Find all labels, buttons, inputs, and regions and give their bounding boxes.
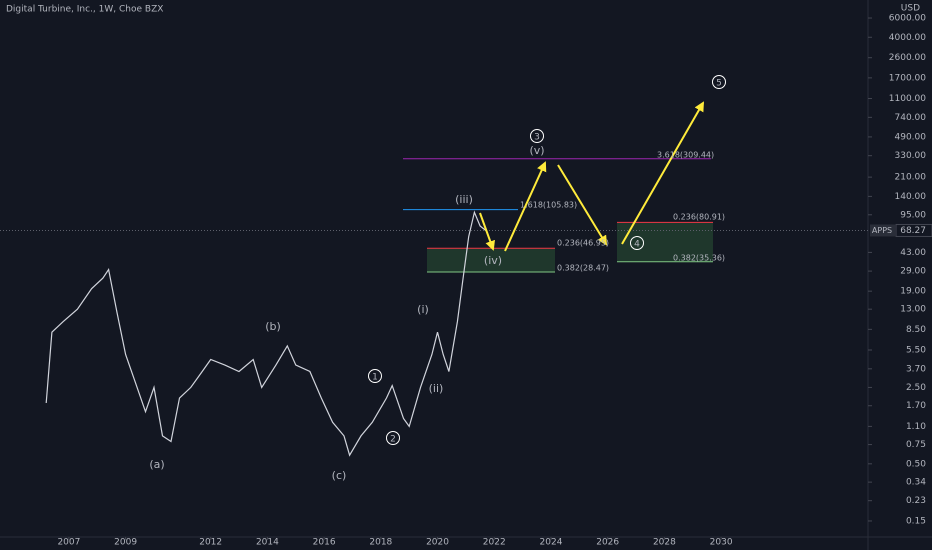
fib-label: 1.618(105.83): [520, 201, 577, 210]
y-tick-label: 29.00: [900, 267, 926, 277]
y-tick-label: 3.70: [906, 364, 926, 374]
wave-circle: [386, 431, 400, 445]
arrow: [621, 101, 704, 245]
fib-zone: [617, 222, 713, 262]
fib-label: 0.236(46.95): [557, 239, 609, 248]
y-tick-label: 0.50: [906, 459, 926, 469]
y-tick-label: 0.75: [906, 440, 926, 450]
fib-label: 0.236(80.91): [673, 213, 725, 222]
arrow: [504, 161, 547, 252]
wave-label: 4: [634, 240, 640, 250]
wave-label: (b): [265, 320, 281, 333]
price-label: 68.27: [900, 226, 926, 236]
y-tick-label: 1100.00: [889, 94, 926, 104]
x-tick-label: 2020: [426, 538, 449, 548]
x-tick-label: 2007: [57, 538, 80, 548]
chart-title: Digital Turbine, Inc., 1W, Choe BZX: [6, 5, 163, 15]
fib-label: 0.382(28.47): [557, 264, 609, 273]
price-tag: [895, 223, 932, 237]
y-tick-label: 0.23: [906, 496, 926, 506]
x-tick-label: 2018: [369, 538, 392, 548]
y-tick-label: 1.10: [906, 422, 926, 432]
x-tick-label: 2009: [114, 538, 137, 548]
y-tick-label: 4000.00: [889, 33, 926, 43]
arrow: [557, 164, 608, 246]
y-tick-label: 1.70: [906, 401, 926, 411]
y-tick-label: 8.50: [906, 325, 926, 335]
y-tick-label: 13.00: [900, 305, 926, 315]
fib-zone: [427, 248, 555, 272]
wave-circle: [530, 129, 544, 143]
wave-label: (a): [149, 458, 164, 471]
price-line: [45, 210, 487, 457]
y-tick-label: 19.00: [900, 287, 926, 297]
symbol-label: APPS: [872, 226, 892, 235]
y-tick-label: 210.00: [895, 173, 927, 183]
wave-circle: [712, 75, 726, 89]
wave-label: (ii): [429, 382, 444, 395]
wave-label: (iii): [455, 193, 473, 206]
wave-label: (v): [529, 144, 544, 157]
wave-label: 5: [716, 79, 722, 89]
wave-label: 2: [390, 435, 396, 445]
wave-label: (iv): [484, 254, 502, 267]
wave-label: (c): [332, 469, 347, 482]
y-tick-label: 2.50: [906, 383, 926, 393]
wave-circle: [630, 236, 644, 250]
y-tick-label: 740.00: [895, 113, 927, 123]
y-tick-label: 2600.00: [889, 53, 926, 63]
y-tick-label: 0.34: [906, 478, 926, 488]
x-tick-label: 2022: [483, 538, 506, 548]
x-tick-label: 2012: [199, 538, 222, 548]
currency: USD: [901, 4, 920, 14]
y-tick-label: 5.50: [906, 346, 926, 356]
y-tick-label: 330.00: [895, 151, 927, 161]
fib-label: 0.382(35.36): [673, 254, 725, 263]
x-tick-label: 2014: [256, 538, 279, 548]
x-tick-label: 2024: [540, 538, 563, 548]
y-tick-label: 43.00: [900, 248, 926, 258]
x-tick-label: 2016: [313, 538, 336, 548]
y-tick-label: 0.15: [906, 516, 926, 526]
y-tick-label: 140.00: [895, 192, 927, 202]
wave-label: 1: [372, 373, 378, 383]
wave-label: (i): [417, 303, 429, 316]
x-tick-label: 2028: [653, 538, 676, 548]
x-tick-label: 2026: [596, 538, 619, 548]
fib-label: 3.618(309.44): [657, 151, 714, 160]
x-tick-label: 2030: [710, 538, 733, 548]
arrow: [479, 212, 495, 251]
y-tick-label: 6000.00: [889, 14, 926, 24]
y-tick-label: 490.00: [895, 132, 927, 142]
y-tick-label: 1700.00: [889, 73, 926, 83]
y-tick-label: 95.00: [900, 210, 926, 220]
symbol-tag: [870, 224, 895, 237]
wave-circle: [368, 369, 382, 383]
wave-arrows: [479, 101, 704, 252]
wave-label: 3: [534, 133, 540, 143]
